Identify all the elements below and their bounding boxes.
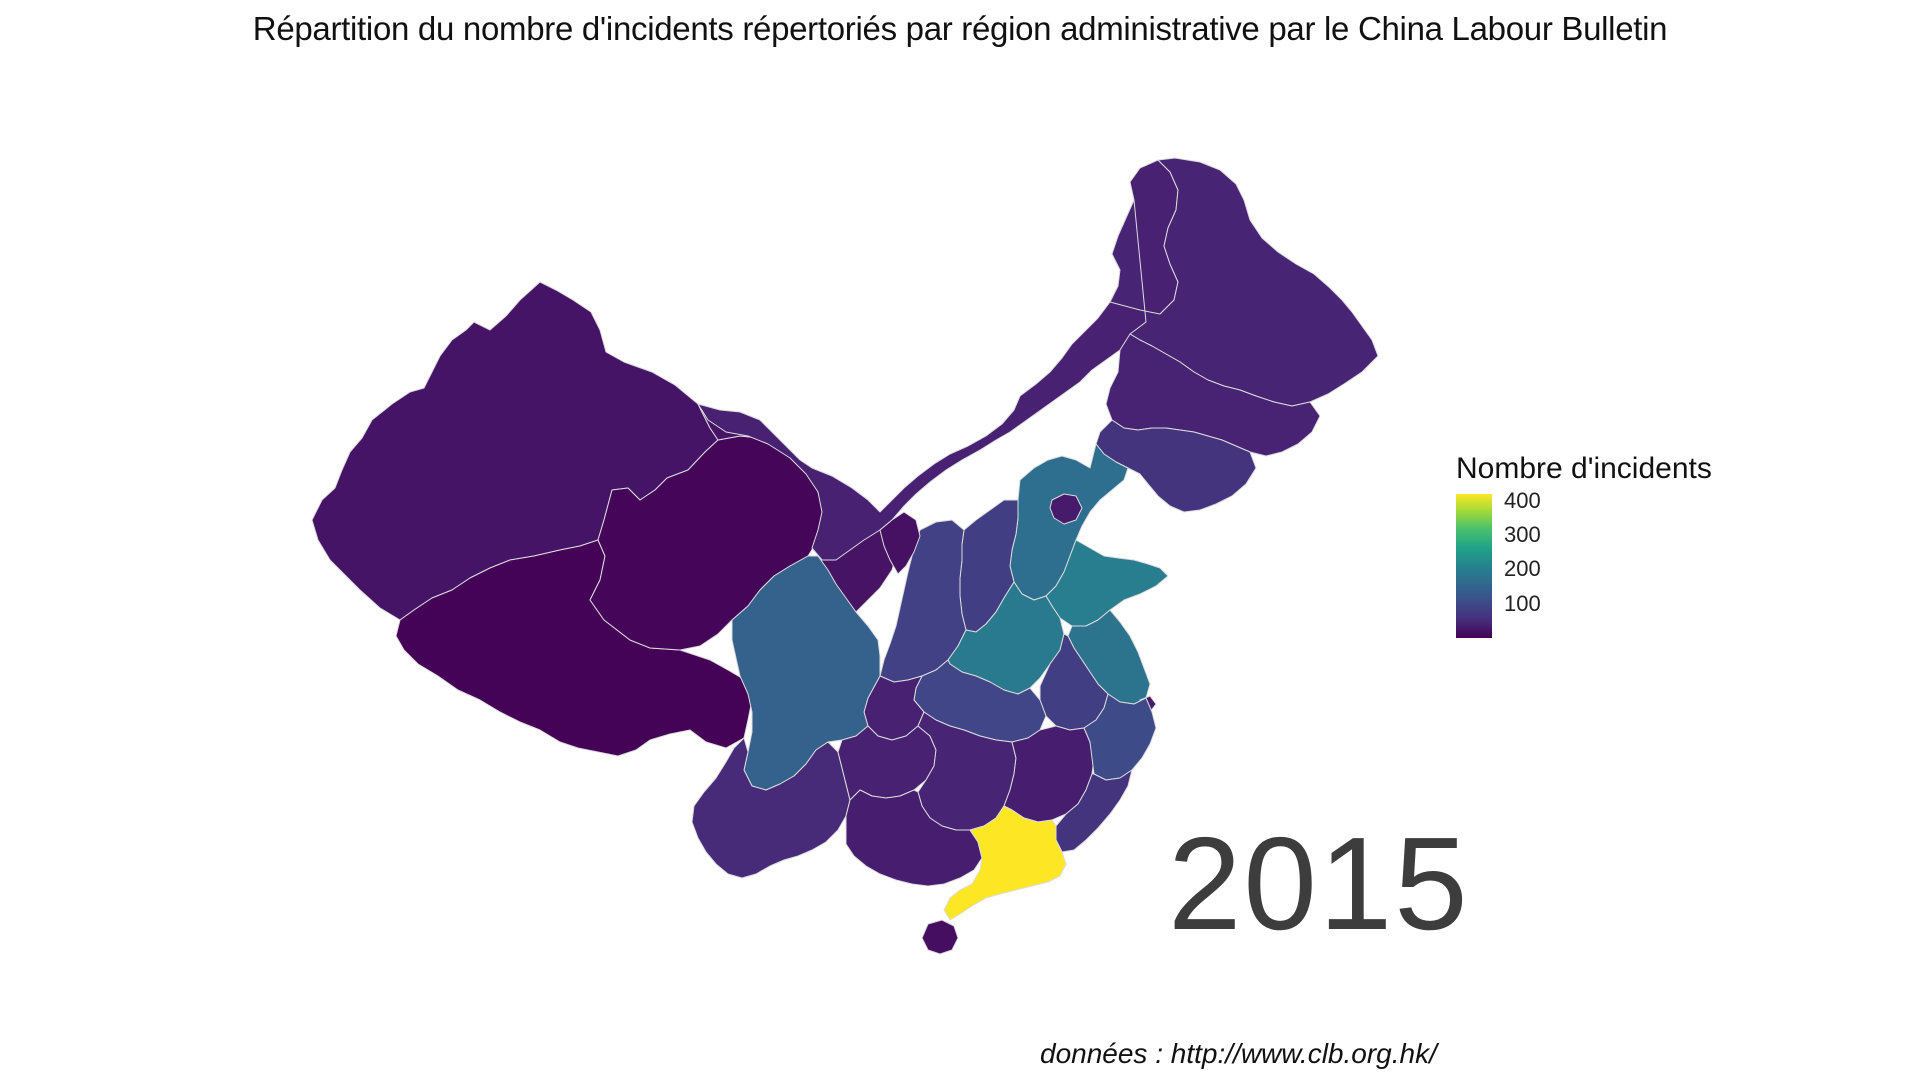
legend-tick [1492, 569, 1498, 571]
legend-tick-label: 400 [1504, 487, 1541, 513]
region-yunnan [691, 737, 851, 879]
region-ningxia [879, 511, 921, 575]
legend-colorbar: 400 300 200 100 [1456, 488, 1756, 644]
map-title: Répartition du nombre d'incidents répert… [252, 10, 1668, 47]
year-label: 2015 [1168, 810, 1470, 957]
data-source-caption: données : http://www.clb.org.hk/ [1040, 1038, 1437, 1069]
region-guangxi [845, 789, 983, 887]
legend-tick [1492, 500, 1498, 502]
legend-tick-label: 300 [1504, 522, 1541, 548]
region-beijing [1049, 493, 1083, 525]
region-guangdong [943, 805, 1067, 921]
legend-tick [1492, 535, 1498, 537]
legend-tick-label: 200 [1504, 556, 1541, 582]
legend-title: Nombre d'incidents [1456, 452, 1712, 485]
region-tibet [395, 539, 753, 757]
region-hainan [921, 919, 959, 955]
legend: Nombre d'incidents 400 300 200 100 [1456, 452, 1756, 644]
legend-tick [1492, 603, 1498, 605]
region-zhejiang [1083, 693, 1157, 781]
legend-tick-label: 100 [1504, 590, 1541, 616]
legend-gradient-bar [1456, 494, 1492, 638]
